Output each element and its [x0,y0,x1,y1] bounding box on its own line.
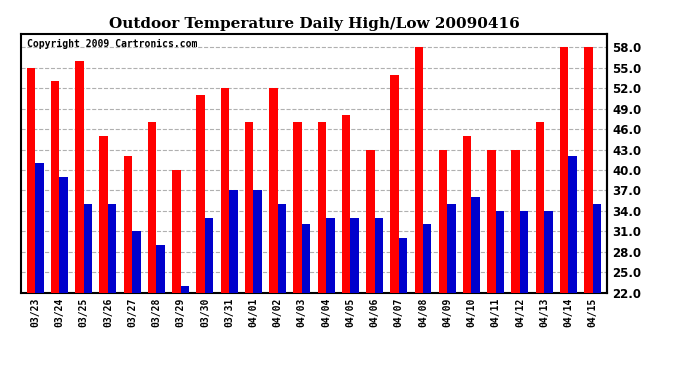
Bar [27,68,35,292]
Bar [342,116,351,292]
Bar [495,211,504,292]
Bar [132,231,141,292]
Bar [593,204,601,292]
Bar [302,224,310,292]
Bar [35,163,43,292]
Bar [148,122,157,292]
Bar [205,217,213,292]
Bar [326,217,335,292]
Bar [447,204,455,292]
Bar [520,211,529,292]
Bar [463,136,471,292]
Bar [560,47,569,292]
Bar [83,204,92,292]
Bar [423,224,431,292]
Text: Copyright 2009 Cartronics.com: Copyright 2009 Cartronics.com [26,39,197,49]
Bar [277,204,286,292]
Bar [584,47,593,292]
Bar [108,204,117,292]
Bar [569,156,577,292]
Bar [471,197,480,292]
Bar [544,211,553,292]
Bar [157,245,165,292]
Bar [317,122,326,292]
Bar [293,122,302,292]
Bar [75,61,83,292]
Bar [197,95,205,292]
Bar [172,170,181,292]
Bar [439,150,447,292]
Bar [221,88,229,292]
Bar [229,190,237,292]
Bar [253,190,262,292]
Bar [245,122,253,292]
Bar [375,217,383,292]
Bar [415,47,423,292]
Bar [487,150,495,292]
Bar [511,150,520,292]
Bar [124,156,132,292]
Bar [535,122,544,292]
Bar [181,286,189,292]
Bar [399,238,407,292]
Title: Outdoor Temperature Daily High/Low 20090416: Outdoor Temperature Daily High/Low 20090… [108,17,520,31]
Bar [391,75,399,292]
Bar [351,217,359,292]
Bar [269,88,277,292]
Bar [99,136,108,292]
Bar [366,150,375,292]
Bar [51,81,59,292]
Bar [59,177,68,292]
